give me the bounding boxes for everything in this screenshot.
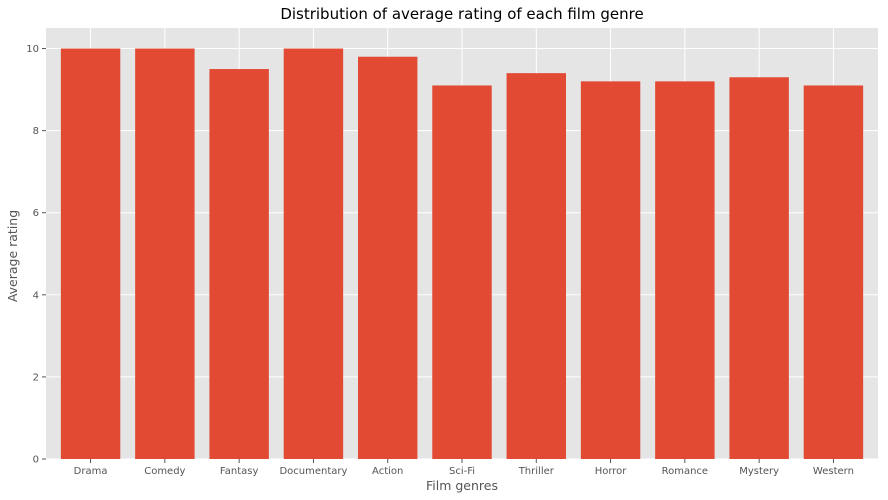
bar bbox=[803, 85, 864, 459]
x-tick-label: Comedy bbox=[144, 466, 185, 477]
x-tick-label: Sci-Fi bbox=[449, 466, 475, 477]
bar bbox=[209, 69, 269, 460]
bar bbox=[135, 48, 195, 460]
bar bbox=[506, 73, 566, 460]
bar bbox=[60, 48, 121, 460]
x-tick-label: Documentary bbox=[279, 466, 347, 477]
bar bbox=[580, 81, 641, 459]
x-tick-label: Action bbox=[372, 466, 403, 477]
y-tick-label: 6 bbox=[33, 208, 39, 219]
bar bbox=[283, 48, 344, 460]
y-tick-label: 8 bbox=[33, 126, 39, 137]
y-tick-label: 10 bbox=[26, 44, 39, 55]
chart-title: Distribution of average rating of each f… bbox=[280, 5, 643, 23]
bar bbox=[358, 56, 418, 459]
bars bbox=[60, 48, 864, 460]
x-tick-label: Mystery bbox=[739, 466, 779, 477]
x-axis-label: Film genres bbox=[426, 478, 498, 493]
x-tick-label: Horror bbox=[595, 466, 628, 477]
x-tick-label: Thriller bbox=[518, 466, 555, 477]
y-axis-ticks: 0 2 4 6 8 10 bbox=[26, 44, 46, 466]
y-axis-label: Average rating bbox=[5, 210, 20, 302]
y-tick-label: 0 bbox=[33, 455, 39, 466]
bar bbox=[432, 85, 492, 459]
y-tick-label: 4 bbox=[33, 290, 39, 301]
y-tick-label: 2 bbox=[33, 372, 39, 383]
x-tick-label: Western bbox=[813, 466, 854, 477]
bar bbox=[655, 81, 715, 459]
bar bbox=[729, 77, 789, 459]
x-tick-label: Drama bbox=[74, 466, 108, 477]
x-tick-label: Fantasy bbox=[220, 466, 259, 477]
x-axis-ticks: Drama Comedy Fantasy Documentary Action Sci-F… bbox=[74, 459, 854, 477]
x-tick-label: Romance bbox=[662, 466, 708, 477]
